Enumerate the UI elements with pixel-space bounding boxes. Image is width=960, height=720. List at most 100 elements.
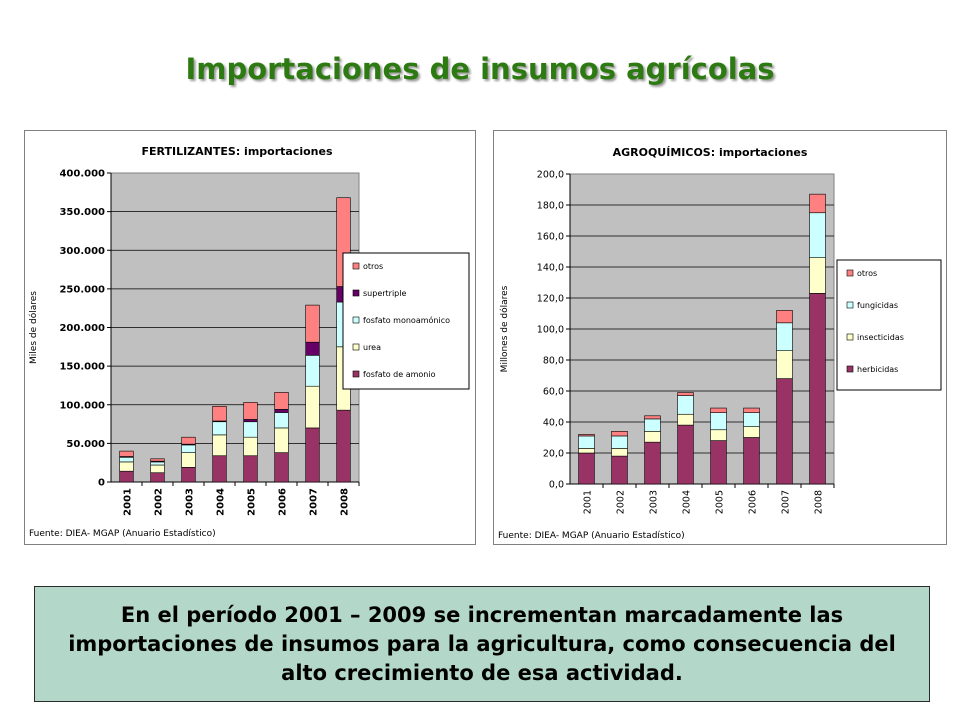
x-tick-label: 2004 — [216, 488, 227, 516]
bar-segment — [305, 355, 320, 387]
bar-segment — [212, 434, 227, 457]
bar-segment — [119, 456, 134, 463]
legend-label: urea — [363, 343, 381, 352]
y-tick-label: 100,0 — [537, 325, 564, 336]
bar-segment — [809, 193, 826, 214]
x-tick-label: 2006 — [278, 488, 289, 516]
bar-segment — [578, 452, 595, 485]
bar-segment — [181, 436, 196, 445]
x-tick-label: 2003 — [649, 490, 660, 514]
bar-segment — [181, 467, 196, 483]
summary-box: En el período 2001 – 2009 se incrementan… — [34, 586, 930, 702]
bar-segment — [710, 407, 727, 413]
x-tick-label: 2002 — [616, 490, 627, 514]
x-tick-label: 2008 — [340, 488, 351, 516]
bar-segment — [578, 448, 595, 454]
bar-segment — [644, 418, 661, 432]
fertilizantes-chart-panel: FERTILIZANTES: importaciones 0 50.000 100.0… — [24, 130, 476, 545]
y-tick-label: 20,0 — [543, 449, 564, 460]
bar-segment — [710, 440, 727, 485]
source-note: Fuente: DIEA- MGAP (Anuario Estadístico) — [498, 531, 685, 541]
y-tick-label: 40,0 — [543, 418, 564, 429]
summary-text: En el período 2001 – 2009 se incrementan… — [68, 602, 896, 685]
bar-segment — [644, 441, 661, 485]
legend-swatch — [846, 333, 854, 341]
bar-segment — [243, 455, 258, 483]
y-tick-label: 0,0 — [549, 480, 564, 491]
bar-segment — [212, 421, 227, 436]
bar-segment — [578, 434, 595, 437]
bar-segment — [150, 458, 165, 462]
bar-segment — [611, 430, 628, 437]
legend-label: fosfato de amonio — [363, 370, 436, 379]
bar-segment — [243, 402, 258, 420]
bar-segment — [243, 421, 258, 438]
y-tick-label: 300.000 — [59, 246, 105, 257]
bar-segment — [578, 435, 595, 449]
bar-segment — [677, 395, 694, 415]
bar-segment — [776, 350, 793, 379]
y-tick-label: 80,0 — [543, 356, 564, 367]
y-tick-label: 180,0 — [537, 201, 564, 212]
bar-segment — [743, 437, 760, 485]
x-tick-label: 2005 — [247, 488, 258, 516]
bar-segment — [743, 407, 760, 413]
x-tick-label: 2003 — [185, 488, 196, 516]
bar-segment — [274, 392, 289, 410]
bar-segment — [274, 452, 289, 483]
y-tick-label: 140,0 — [537, 263, 564, 274]
page-title: Importaciones de insumos agrícolas — [185, 52, 775, 86]
bar-segment — [243, 436, 258, 457]
y-tick-label: 350.000 — [59, 207, 105, 218]
bar-segment — [150, 464, 165, 474]
bar-segment — [181, 452, 196, 468]
legend-label: herbicidas — [857, 365, 898, 374]
legend-swatch — [352, 343, 360, 351]
legend-swatch — [352, 316, 360, 324]
x-tick-label: 2002 — [154, 488, 165, 516]
legend-label: insecticidas — [857, 333, 904, 342]
bar-segment — [776, 310, 793, 324]
legend-label: fungicidas — [857, 301, 898, 310]
y-tick-label: 150.000 — [59, 362, 105, 373]
legend-swatch — [352, 262, 360, 270]
legend-box — [836, 259, 942, 391]
bar-segment — [119, 470, 134, 483]
bar-segment — [677, 413, 694, 426]
bar-segment — [677, 424, 694, 485]
bar-segment — [274, 427, 289, 453]
agroquimicos-chart-panel: AGROQUÍMICOS: importaciones 0,0 20,0 40,0 60… — [493, 130, 947, 545]
bar-segment — [776, 378, 793, 485]
bar-segment — [305, 304, 320, 343]
legend-swatch — [846, 365, 854, 373]
x-tick-label: 2004 — [682, 490, 693, 514]
x-tick-label: 2001 — [583, 490, 594, 514]
x-tick-label: 2005 — [715, 490, 726, 514]
y-axis-label: Millones de dólares — [499, 285, 510, 372]
bar-segment — [150, 472, 165, 483]
bar-segment — [611, 455, 628, 485]
fertilizantes-chart: FERTILIZANTES: importaciones 0 50.000 100.0… — [28, 145, 470, 539]
legend-swatch — [846, 269, 854, 277]
y-axis-label: Miles de dólares — [28, 291, 39, 364]
bar-segment — [611, 448, 628, 457]
y-tick-label: 200,0 — [537, 170, 564, 181]
bar-segment — [305, 341, 320, 356]
bar-segment — [336, 409, 351, 483]
chart-title: FERTILIZANTES: importaciones — [141, 145, 332, 158]
bar-segment — [809, 212, 826, 259]
bar-segment — [710, 412, 727, 431]
legend-swatch — [352, 370, 360, 378]
legend-swatch — [352, 289, 360, 297]
y-tick-label: 120,0 — [537, 294, 564, 305]
bar-segment — [743, 412, 760, 427]
legend-swatch — [846, 301, 854, 309]
y-tick-label: 100.000 — [59, 400, 105, 411]
y-tick-label: 0 — [98, 478, 105, 489]
bar-segment — [611, 435, 628, 449]
y-tick-label: 250.000 — [59, 284, 105, 295]
x-tick-label: 2008 — [814, 490, 825, 514]
bar-segment — [644, 430, 661, 443]
bar-segment — [274, 409, 289, 413]
bar-segment — [710, 429, 727, 441]
